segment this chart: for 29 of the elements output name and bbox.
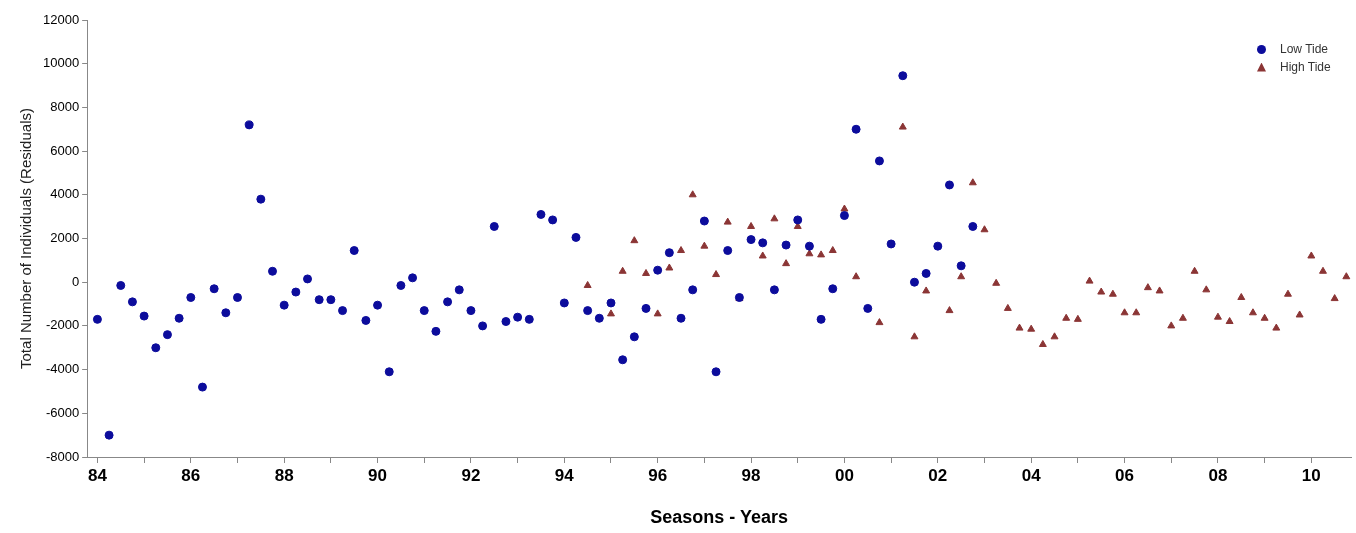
x-tick-label: 06: [1115, 465, 1135, 485]
y-tick-label: -2000: [45, 317, 80, 333]
x-tick-label: 02: [928, 465, 948, 485]
x-tick-label: 88: [274, 465, 294, 485]
x-tick-label: 98: [741, 465, 761, 485]
legend-label: Low Tide: [1280, 41, 1329, 58]
x-tick-label: 84: [87, 465, 108, 485]
y-tick-label: 0: [71, 273, 80, 289]
x-axis-title: Seasons - Years: [650, 507, 788, 528]
x-tick-label: 96: [648, 465, 668, 485]
y-tick-label: -8000: [45, 448, 80, 464]
y-tick-label: -4000: [45, 361, 80, 377]
x-tick-label: 10: [1301, 465, 1321, 485]
x-tick-label: 00: [834, 465, 854, 485]
x-tick-label: 86: [181, 465, 201, 485]
y-tick-label: 4000: [50, 186, 80, 202]
y-axis-title: Total Number of Individuals (Residuals): [17, 108, 35, 369]
legend-label: High Tide: [1280, 59, 1331, 76]
y-tick-label: 10000: [42, 55, 80, 71]
x-tick-label: 08: [1208, 465, 1228, 485]
y-tick-label: 6000: [50, 142, 80, 158]
x-tick-label: 04: [1021, 465, 1042, 485]
x-tick-label: 92: [461, 465, 481, 485]
y-tick-label: 12000: [42, 11, 80, 27]
y-tick-label: -6000: [45, 404, 80, 420]
x-tick-label: 94: [554, 465, 575, 485]
y-tick-label: 8000: [50, 98, 80, 114]
y-tick-label: 2000: [50, 230, 80, 246]
x-tick-label: 90: [368, 465, 388, 485]
